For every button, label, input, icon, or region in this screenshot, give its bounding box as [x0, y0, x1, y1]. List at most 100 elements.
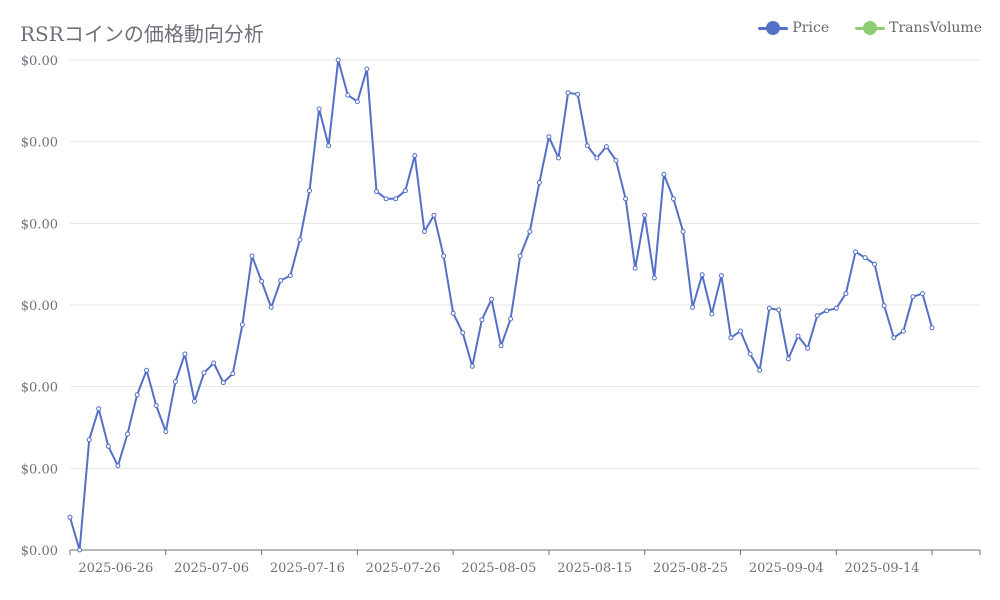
x-tick-label: 2025-08-25	[653, 561, 728, 576]
price-point	[96, 406, 102, 412]
price-point	[393, 196, 399, 202]
y-tick-label: $0.00	[21, 381, 58, 396]
price-point	[211, 360, 217, 366]
price-point	[239, 322, 245, 328]
x-tick-label: 2025-07-06	[174, 561, 249, 576]
price-point	[105, 443, 111, 449]
price-point	[690, 304, 696, 310]
price-point	[833, 305, 839, 311]
price-point	[345, 92, 351, 98]
x-tick-label: 2025-07-16	[270, 561, 345, 576]
price-point	[77, 547, 83, 553]
price-point	[757, 367, 763, 373]
price-point	[297, 237, 303, 243]
price-point	[230, 371, 236, 377]
x-tick-label: 2025-08-15	[557, 561, 632, 576]
price-point	[872, 261, 878, 267]
price-point	[536, 180, 542, 185]
price-point	[268, 304, 274, 310]
price-point	[182, 351, 188, 357]
price-point	[201, 370, 207, 376]
price-point	[613, 158, 619, 163]
price-point	[249, 253, 255, 259]
price-point	[728, 335, 734, 341]
x-tick-label: 2025-08-05	[461, 561, 536, 576]
price-point	[785, 356, 791, 362]
price-point	[862, 255, 868, 261]
price-point	[153, 403, 159, 408]
price-point	[364, 66, 370, 72]
price-point	[450, 310, 456, 316]
y-tick-label: $0.00	[21, 54, 58, 69]
price-point	[623, 196, 629, 202]
y-tick-label: $0.00	[21, 217, 58, 232]
price-point	[192, 398, 197, 404]
price-point	[278, 278, 284, 283]
price-point	[479, 317, 485, 323]
price-point	[163, 429, 169, 435]
y-tick-label: $0.00	[21, 299, 58, 314]
price-point	[929, 325, 935, 331]
legend-swatch-price	[758, 21, 789, 35]
price-point	[910, 294, 916, 300]
price-point	[920, 291, 925, 297]
x-tick-label: 2025-06-26	[78, 561, 153, 576]
legend-label-price: Price	[792, 20, 830, 36]
price-point	[220, 380, 226, 386]
price-point	[354, 99, 360, 105]
price-point	[115, 463, 121, 469]
price-point	[383, 196, 389, 202]
legend-swatch-transvolume	[855, 21, 886, 35]
legend-item-transvolume[interactable]: TransVolume	[855, 20, 982, 36]
price-point	[125, 431, 130, 437]
price-point	[718, 273, 724, 279]
price-point	[508, 316, 514, 322]
x-tick-label: 2025-09-14	[845, 561, 920, 576]
price-point	[584, 143, 590, 149]
price-point	[335, 57, 341, 63]
price-point	[412, 153, 418, 158]
price-point	[316, 106, 322, 112]
price-point	[441, 253, 447, 259]
price-point	[307, 188, 312, 194]
y-tick-label: $0.00	[21, 136, 58, 151]
price-point	[374, 189, 379, 194]
price-point	[843, 291, 849, 297]
price-point	[498, 343, 504, 349]
price-point	[709, 311, 715, 317]
legend-item-price[interactable]: Price	[758, 20, 829, 36]
price-point	[776, 307, 782, 313]
price-point	[517, 253, 523, 259]
price-point	[489, 296, 494, 302]
legend-label-transvolume: TransVolume	[889, 20, 982, 36]
y-tick-label: $0.00	[21, 544, 58, 559]
price-point	[144, 367, 150, 373]
price-point	[680, 229, 686, 234]
price-point	[747, 351, 753, 357]
price-point	[805, 345, 811, 351]
price-point	[326, 143, 332, 149]
price-point	[527, 229, 533, 234]
price-point	[795, 333, 801, 339]
price-point	[699, 272, 705, 278]
x-tick-label: 2025-09-04	[749, 561, 824, 576]
chart-title: RSRコインの価格動向分析	[20, 22, 264, 46]
price-point	[632, 265, 638, 271]
price-point	[661, 171, 667, 177]
price-point	[259, 278, 265, 284]
price-point	[738, 328, 743, 334]
price-point	[460, 330, 466, 336]
price-point	[853, 249, 858, 255]
price-point	[881, 303, 887, 309]
price-point	[402, 188, 408, 194]
price-point	[594, 155, 600, 161]
price-point	[67, 514, 73, 520]
price-point	[575, 91, 581, 97]
price-point	[134, 392, 140, 398]
x-tick-label: 2025-07-26	[366, 561, 441, 576]
price-point	[900, 328, 906, 334]
y-tick-label: $0.00	[21, 462, 58, 477]
price-point	[86, 437, 92, 443]
